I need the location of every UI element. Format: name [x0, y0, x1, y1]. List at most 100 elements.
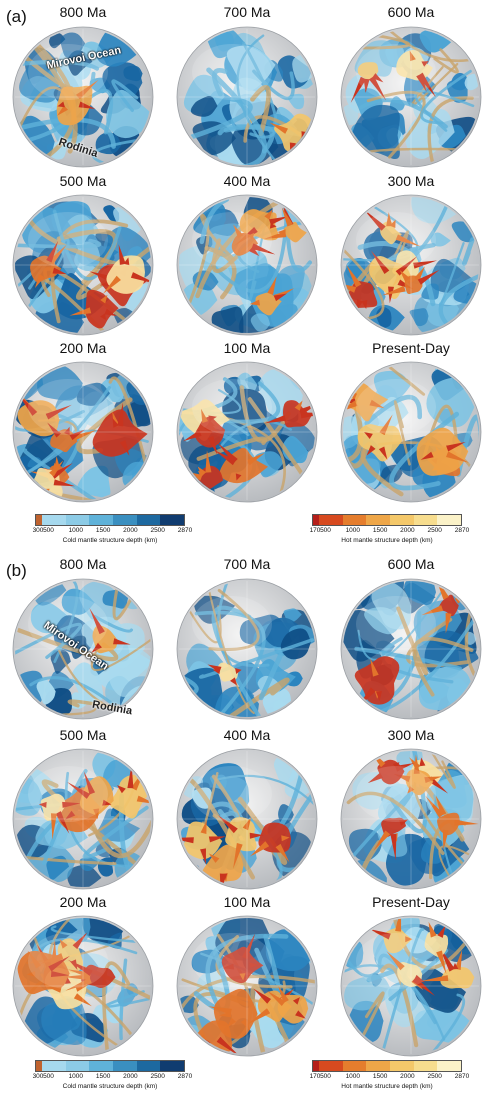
plume-spike [269, 122, 288, 134]
globe-highlight [28, 766, 108, 822]
globe-b-3 [8, 744, 158, 894]
plume-spike [442, 829, 449, 851]
globe-a-0 [8, 22, 158, 172]
colorbar-tick: 170 [309, 527, 321, 534]
hot-structure [437, 812, 460, 836]
globe-b-6 [8, 911, 158, 1061]
slab-strand [214, 774, 315, 808]
colorbar-segment [89, 1061, 113, 1071]
colorbar-segment [366, 1061, 390, 1071]
cold-structure [250, 313, 271, 332]
cold-colorbar-a-label: Cold mantle structure depth (km) [62, 537, 158, 544]
plume-spike [100, 313, 106, 321]
plume-spike [368, 76, 387, 101]
slab-strand [237, 796, 288, 865]
plume-spike [278, 985, 289, 1003]
plume-spike [241, 933, 256, 960]
plume-spike [454, 819, 479, 826]
slab-strand [469, 683, 479, 717]
plume-spike [249, 832, 264, 839]
plume-spike [412, 976, 436, 997]
slab-strand [196, 436, 268, 461]
slab-strand [258, 652, 283, 701]
colorbar-tick: 500 [320, 527, 331, 534]
plume-spike [64, 426, 70, 436]
slab-strand [208, 588, 260, 651]
plume-spike [104, 308, 117, 317]
slab-strand [206, 67, 268, 165]
plume-spike [72, 932, 88, 950]
slab-strand [393, 230, 409, 258]
slab-strand [360, 991, 385, 1039]
hot-structure [357, 62, 379, 81]
cold-structure [36, 678, 56, 705]
plume-spike [235, 473, 242, 481]
colorbar-segment [413, 1061, 438, 1071]
plume-spike [364, 431, 373, 439]
plume-spike [264, 209, 273, 220]
cold-colorbar-b: 300 500 1000 1500 2000 2500 2870 Cold mantle s… [33, 1060, 193, 1090]
plume-spike [399, 269, 410, 282]
hot-structure [354, 656, 400, 705]
globe-highlight [192, 212, 272, 268]
globe-highlight [28, 212, 108, 268]
plume-spike [361, 299, 368, 310]
hot-structure [202, 844, 244, 882]
plume-spike [246, 452, 265, 466]
colorbar-tick: 2870 [454, 1073, 470, 1080]
plume-spike [452, 962, 459, 970]
colorbar-segment [366, 515, 390, 525]
plume-spike [48, 955, 71, 972]
cold-structure [351, 104, 400, 160]
slab-strand [211, 605, 262, 717]
plume-spike [277, 229, 286, 236]
frame-title-a-8: Present-Day [372, 340, 450, 356]
hot-structure [221, 946, 264, 984]
plume-spike [102, 275, 121, 294]
plume-spike [118, 244, 126, 265]
plume-spike [235, 668, 242, 674]
plume-spike [454, 588, 476, 604]
slab-strand [396, 606, 428, 676]
plume-spike [45, 404, 72, 420]
hot-colorbar-a-gradient [312, 514, 462, 526]
plume-spike [428, 924, 437, 938]
hot-structure [396, 49, 433, 81]
plume-spike [230, 677, 237, 686]
cold-structure [72, 662, 104, 705]
hot-structure [424, 931, 449, 958]
frame-title-b-5: 300 Ma [387, 727, 435, 743]
plume-spike [53, 479, 76, 487]
frame-title-b-0: 800 Ma [59, 556, 107, 572]
plume-spike [49, 460, 64, 477]
plume-spike [251, 243, 276, 255]
frame-title-a-5: 300 Ma [387, 173, 435, 189]
plume-spike [395, 762, 415, 772]
globe-highlight [192, 766, 272, 822]
hot-structure [17, 400, 60, 437]
plume-spike [363, 209, 386, 231]
slab-strand [15, 249, 65, 324]
globe-b-4 [172, 744, 322, 894]
slab-strand [438, 242, 465, 307]
cold-colorbar-b-ticks: 300 500 1000 1500 2000 2500 2870 [33, 1072, 193, 1082]
slab-strand [250, 985, 297, 1054]
plume-spike [252, 841, 270, 856]
plume-spike [57, 101, 65, 108]
plume-spike [217, 815, 238, 834]
plume-spike [113, 638, 131, 645]
globe-b-7 [172, 911, 322, 1061]
globe-b-5 [336, 744, 486, 894]
hot-structure [440, 966, 475, 989]
cold-structure [82, 41, 103, 60]
colorbar-tick: 1500 [372, 1073, 388, 1080]
plume-spike [398, 819, 409, 826]
slab-strand [15, 622, 83, 659]
colorbar-tick: 2870 [177, 1073, 193, 1080]
plume-spike [55, 811, 70, 834]
slab-strand [358, 98, 448, 129]
plume-spike [200, 820, 207, 834]
plume-spike [207, 436, 218, 455]
cold-structure [413, 967, 466, 1013]
slab-strand [250, 85, 271, 137]
